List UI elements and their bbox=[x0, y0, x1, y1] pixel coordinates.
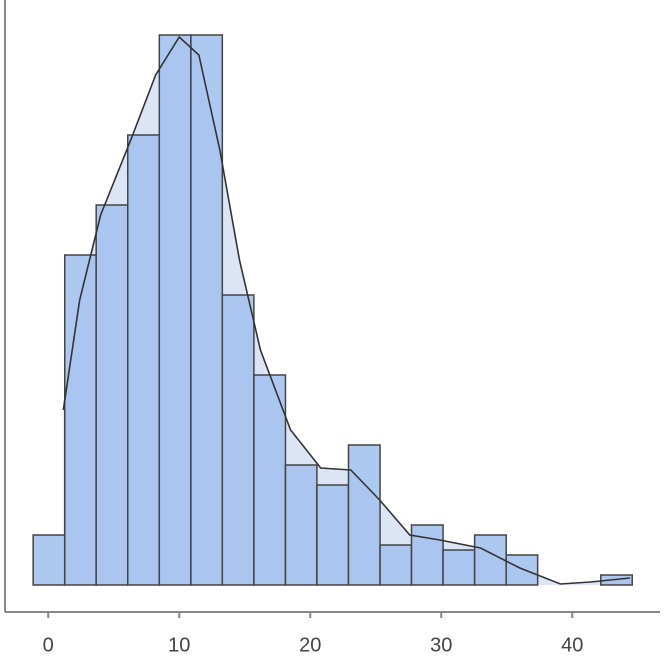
bar bbox=[505, 554, 539, 586]
bar bbox=[221, 294, 255, 586]
bar bbox=[284, 464, 318, 586]
bar bbox=[410, 524, 444, 586]
bar bbox=[347, 444, 381, 586]
bar bbox=[126, 134, 161, 586]
bar bbox=[473, 534, 507, 586]
bar bbox=[32, 534, 66, 586]
bar bbox=[379, 544, 413, 586]
bar bbox=[95, 204, 129, 586]
bar bbox=[253, 374, 287, 586]
bar bbox=[190, 34, 224, 586]
bar bbox=[442, 549, 476, 586]
x-tick-label: 40 bbox=[561, 634, 583, 656]
x-tick-label: 20 bbox=[299, 634, 321, 656]
bar bbox=[63, 254, 97, 586]
bar bbox=[316, 484, 350, 586]
x-tick-label: 10 bbox=[168, 634, 190, 656]
x-tick-label: 0 bbox=[43, 634, 54, 656]
x-tick-label: 30 bbox=[430, 634, 452, 656]
density-line bbox=[62, 35, 630, 585]
bar bbox=[158, 34, 192, 586]
